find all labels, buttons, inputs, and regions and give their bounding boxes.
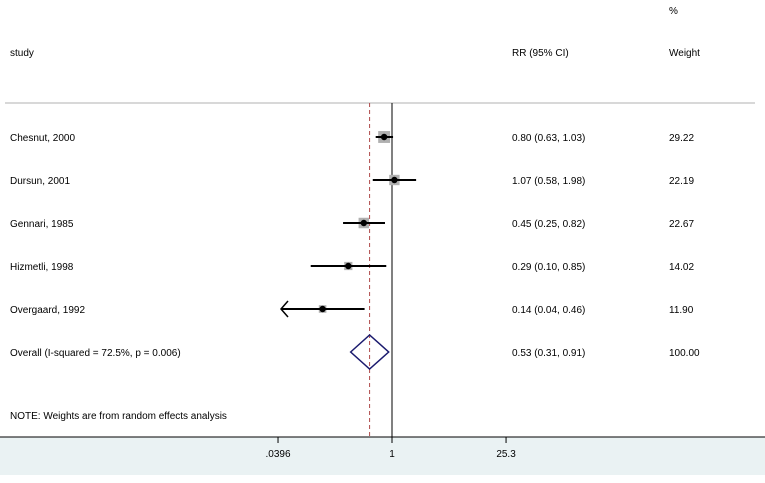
point-estimate [360, 219, 368, 227]
study-weight: 11.90 [669, 305, 694, 316]
study-weight: 22.67 [669, 219, 694, 230]
study-weight: 22.19 [669, 176, 694, 187]
x-tick-label: 1 [389, 449, 395, 460]
weight-pct-header: % [669, 6, 678, 17]
study-ci-text: 0.29 (0.10, 0.85) [512, 262, 585, 273]
point-estimate [319, 305, 326, 313]
overall-ci-text: 0.53 (0.31, 0.91) [512, 348, 585, 359]
study-label: Overgaard, 1992 [10, 305, 85, 316]
study-header: study [10, 48, 34, 59]
study-weight: 29.22 [669, 133, 694, 144]
study-ci-text: 0.14 (0.04, 0.46) [512, 305, 585, 316]
study-label: Hizmetli, 1998 [10, 262, 74, 273]
x-tick-label: 25.3 [496, 449, 516, 460]
note-text: NOTE: Weights are from random effects an… [10, 411, 227, 422]
study-label: Chesnut, 2000 [10, 133, 75, 144]
overall-label: Overall (I-squared = 72.5%, p = 0.006) [10, 348, 181, 359]
weight-header: Weight [669, 48, 700, 59]
point-estimate [380, 133, 388, 141]
study-label: Dursun, 2001 [10, 176, 70, 187]
study-ci-text: 0.80 (0.63, 1.03) [512, 133, 585, 144]
axis-band [0, 437, 765, 475]
x-tick-label: .0396 [266, 449, 291, 460]
study-ci-text: 0.45 (0.25, 0.82) [512, 219, 585, 230]
effect-header: RR (95% CI) [512, 48, 569, 59]
study-label: Gennari, 1985 [10, 219, 74, 230]
overall-weight: 100.00 [669, 348, 700, 359]
point-estimate [345, 262, 352, 270]
study-weight: 14.02 [669, 262, 694, 273]
point-estimate [391, 176, 398, 184]
overall-diamond [349, 333, 390, 371]
study-ci-text: 1.07 (0.58, 1.98) [512, 176, 585, 187]
